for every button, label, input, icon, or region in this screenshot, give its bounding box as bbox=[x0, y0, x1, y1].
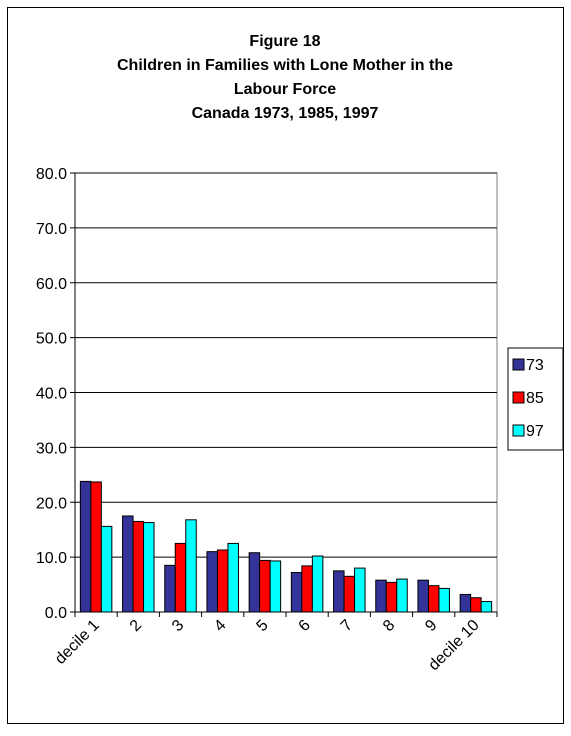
bar bbox=[438, 587, 450, 613]
bar bbox=[470, 597, 482, 613]
bar bbox=[79, 480, 92, 613]
bar bbox=[417, 579, 429, 613]
legend-label: 73 bbox=[526, 357, 544, 374]
bar bbox=[216, 549, 229, 613]
bar bbox=[164, 564, 176, 613]
y-tick-label: 50.0 bbox=[36, 331, 67, 348]
bar bbox=[174, 542, 187, 613]
bar bbox=[290, 571, 303, 613]
bar bbox=[227, 542, 239, 613]
bar bbox=[375, 579, 387, 613]
legend-label: 85 bbox=[526, 390, 544, 407]
legend-swatch bbox=[512, 391, 525, 404]
bar bbox=[311, 555, 324, 613]
bar bbox=[427, 585, 440, 613]
bar bbox=[269, 560, 282, 613]
bar bbox=[90, 481, 102, 613]
chart-title: Labour Force bbox=[234, 81, 336, 98]
bar bbox=[100, 525, 113, 613]
y-tick-label: 0.0 bbox=[45, 605, 67, 622]
bar bbox=[248, 552, 261, 613]
bar bbox=[143, 522, 155, 613]
y-tick-label: 60.0 bbox=[36, 276, 67, 293]
bar bbox=[459, 593, 472, 613]
chart-title: Canada 1973, 1985, 1997 bbox=[192, 105, 379, 122]
legend-label: 97 bbox=[526, 423, 544, 440]
bar bbox=[343, 575, 356, 613]
y-tick-label: 80.0 bbox=[36, 166, 67, 183]
y-tick-label: 30.0 bbox=[36, 440, 67, 457]
y-tick-label: 70.0 bbox=[36, 221, 67, 238]
bar bbox=[132, 520, 145, 613]
bar bbox=[354, 567, 366, 613]
bar bbox=[301, 565, 313, 613]
chart-title: Figure 18 bbox=[249, 33, 320, 50]
y-tick-label: 40.0 bbox=[36, 386, 67, 403]
bar bbox=[122, 515, 134, 613]
legend-swatch bbox=[512, 358, 525, 371]
bar bbox=[480, 601, 493, 613]
bar bbox=[385, 581, 398, 613]
y-tick-label: 10.0 bbox=[36, 550, 67, 567]
bar bbox=[333, 570, 345, 613]
y-tick-label: 20.0 bbox=[36, 495, 67, 512]
bar bbox=[206, 551, 218, 613]
bar bbox=[185, 519, 197, 613]
bar bbox=[259, 559, 271, 613]
chart-title: Children in Families with Lone Mother in… bbox=[117, 57, 453, 74]
legend-swatch bbox=[512, 424, 525, 437]
bar bbox=[396, 578, 408, 613]
